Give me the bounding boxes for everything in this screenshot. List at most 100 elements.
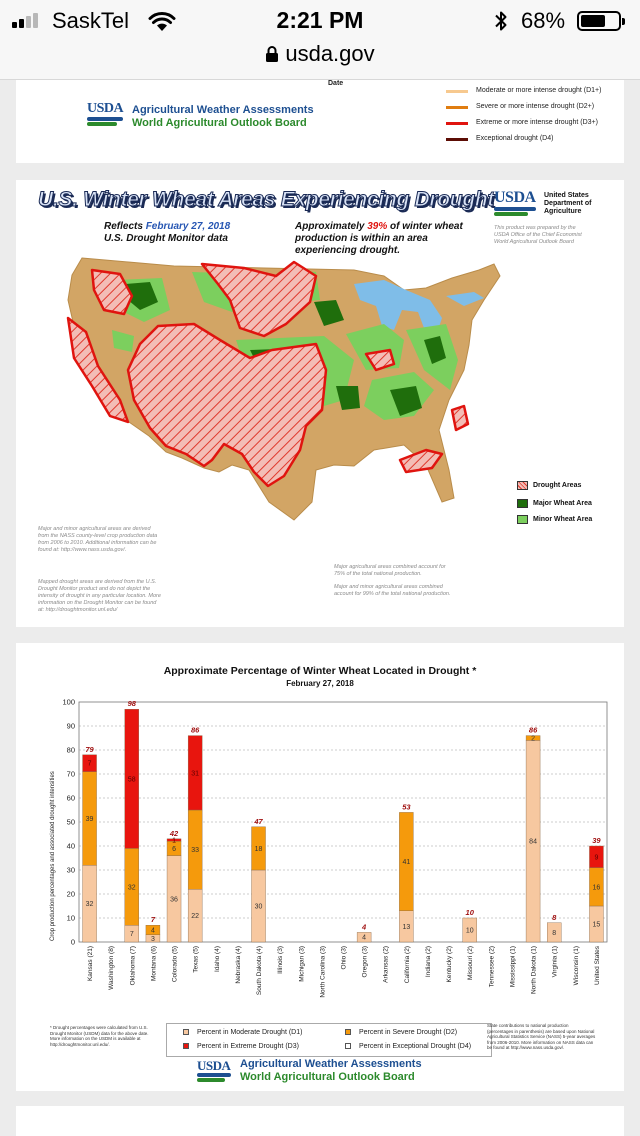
great-lakes — [354, 280, 442, 336]
drought-map-card: U.S. Winter Wheat Areas Experiencing Dro… — [16, 180, 624, 627]
bar-segment — [251, 826, 266, 871]
drought-areas — [66, 260, 470, 488]
drought-legend-card: Date Moderate or more intense drought (D… — [16, 80, 624, 163]
x-tick-label: Oklahoma (7) — [129, 946, 136, 985]
segment-label: 8 — [552, 930, 556, 937]
bar-segment — [356, 932, 372, 943]
segment-label: 31 — [191, 770, 199, 777]
x-tick-label: Colorado (5) — [172, 946, 179, 982]
chart-legend-d3: Percent in Extreme Drought (D3) — [183, 1043, 299, 1050]
total-label: 8 — [552, 913, 557, 922]
x-tick-label: Virginia (1) — [552, 946, 559, 977]
segment-label: 2 — [531, 736, 535, 743]
y-tick-label: 0 — [71, 938, 75, 947]
x-tick-label: Ohio (3) — [341, 946, 348, 969]
bar-segment — [124, 708, 140, 849]
segment-label: 6 — [172, 846, 176, 853]
segment-label: 58 — [128, 776, 136, 783]
bar-segment — [82, 754, 97, 772]
chart-legend-d1: Percent in Moderate Drought (D1) — [183, 1029, 302, 1036]
x-tick-label: Kentucky (2) — [446, 946, 453, 983]
y-tick-label: 20 — [67, 890, 75, 899]
total-label: 86 — [191, 726, 200, 735]
clock-time: 2:21 PM — [276, 7, 364, 33]
chart-subtitle: February 27, 2018 — [286, 679, 354, 688]
url-text[interactable]: usda.gov — [285, 41, 375, 66]
bar-segment — [525, 735, 541, 741]
x-tick-label: Idaho (4) — [214, 946, 221, 972]
battery-percent: 68% — [521, 8, 566, 33]
chart-legend: Percent in Moderate Drought (D1) Percent… — [166, 1023, 492, 1057]
chart-footnote-right: State contributions to national producti… — [487, 1023, 596, 1050]
segment-label: 32 — [128, 884, 136, 891]
total-label: 39 — [592, 836, 601, 845]
chart-legend-d4: Percent in Exceptional Drought (D4) — [345, 1043, 471, 1050]
lock-icon — [266, 46, 279, 62]
chart-title: Approximate Percentage of Winter Wheat L… — [164, 665, 478, 677]
x-tick-label: Missouri (2) — [467, 946, 474, 980]
x-tick-label: South Dakota (4) — [256, 946, 263, 995]
x-tick-label: Kansas (21) — [87, 946, 94, 981]
bar-segment — [547, 922, 562, 943]
chart-bars — [82, 708, 604, 943]
map-note-left-1: Major and minor agricultural areas are d… — [38, 526, 158, 553]
segment-label: 10 — [466, 928, 474, 935]
chart-org-line-2: World Agricultural Outlook Board — [240, 1071, 415, 1083]
chart-grid: 0 10 20 30 40 50 60 70 80 90 100 — [62, 698, 608, 947]
y-tick-label: 10 — [67, 914, 75, 923]
x-tick-label: Indiana (2) — [425, 946, 432, 977]
bar-segment — [462, 917, 477, 943]
y-tick-label: 70 — [67, 770, 75, 779]
bar-segment — [166, 838, 182, 842]
total-label: 53 — [402, 802, 411, 811]
carrier-name: SaskTel — [52, 8, 130, 33]
us-drought-map — [66, 257, 501, 521]
org-line-1: Agricultural Weather Assessments — [132, 104, 314, 116]
segment-label: 7 — [88, 761, 92, 768]
x-tick-label: Wisconsin (1) — [573, 946, 580, 985]
status-bar: SaskTel 2:21 PM 68% usda.gov — [0, 0, 640, 80]
x-tick-label: Texas (5) — [193, 946, 200, 973]
segment-label: 33 — [191, 847, 199, 854]
segment-label: 18 — [255, 846, 263, 853]
x-tick-label: Nebraska (4) — [235, 946, 242, 984]
y-tick-label: 90 — [67, 722, 75, 731]
map-note-left-2: Mapped drought areas are derived from th… — [38, 579, 161, 613]
next-content-card — [16, 1106, 624, 1136]
segment-label: 7 — [130, 931, 134, 938]
bar-segment — [187, 735, 203, 811]
segment-label: 22 — [191, 913, 199, 920]
total-label: 4 — [361, 922, 367, 931]
map-title: U.S. Winter Wheat Areas Experiencing Dro… — [37, 188, 495, 212]
drought-chart-card: Approximate Percentage of Winter Wheat L… — [16, 643, 624, 1091]
y-tick-label: 30 — [67, 866, 75, 875]
x-tick-label: Oregon (3) — [362, 946, 369, 977]
y-tick-label: 60 — [67, 794, 75, 803]
y-tick-label: 40 — [67, 842, 75, 851]
segment-label: 13 — [402, 924, 410, 931]
approx-text: Approximately 39% of winter wheat produc… — [295, 221, 463, 256]
segment-label: 32 — [86, 901, 94, 908]
total-label: 98 — [128, 699, 137, 708]
usda-department-text: United States Department of Agriculture — [544, 192, 592, 215]
y-tick-label: 50 — [67, 818, 75, 827]
chart-legend-d2: Percent in Severe Drought (D2) — [345, 1029, 457, 1036]
address-bar[interactable]: usda.gov — [0, 41, 640, 67]
segment-label: 4 — [362, 935, 366, 942]
segment-label: 30 — [255, 904, 263, 911]
total-label: 10 — [466, 908, 475, 917]
winter-wheat-drought-chart: Approximate Percentage of Winter Wheat L… — [50, 665, 608, 998]
bar-segment — [145, 925, 161, 936]
segment-label: 84 — [529, 839, 537, 846]
bar-segment — [589, 845, 604, 868]
bluetooth-icon — [495, 11, 507, 31]
x-tick-label: California (2) — [404, 946, 411, 983]
date-label: Date — [328, 80, 344, 87]
x-tick-label: Michigan (3) — [298, 946, 305, 982]
map-note-right-2: Major and minor agricultural areas combi… — [334, 584, 451, 597]
total-label: 42 — [169, 829, 179, 838]
x-tick-label: North Carolina (3) — [319, 946, 326, 998]
map-note-right-1: Major agricultural areas combined accoun… — [334, 564, 446, 577]
x-tick-label: Washington (8) — [108, 946, 115, 990]
